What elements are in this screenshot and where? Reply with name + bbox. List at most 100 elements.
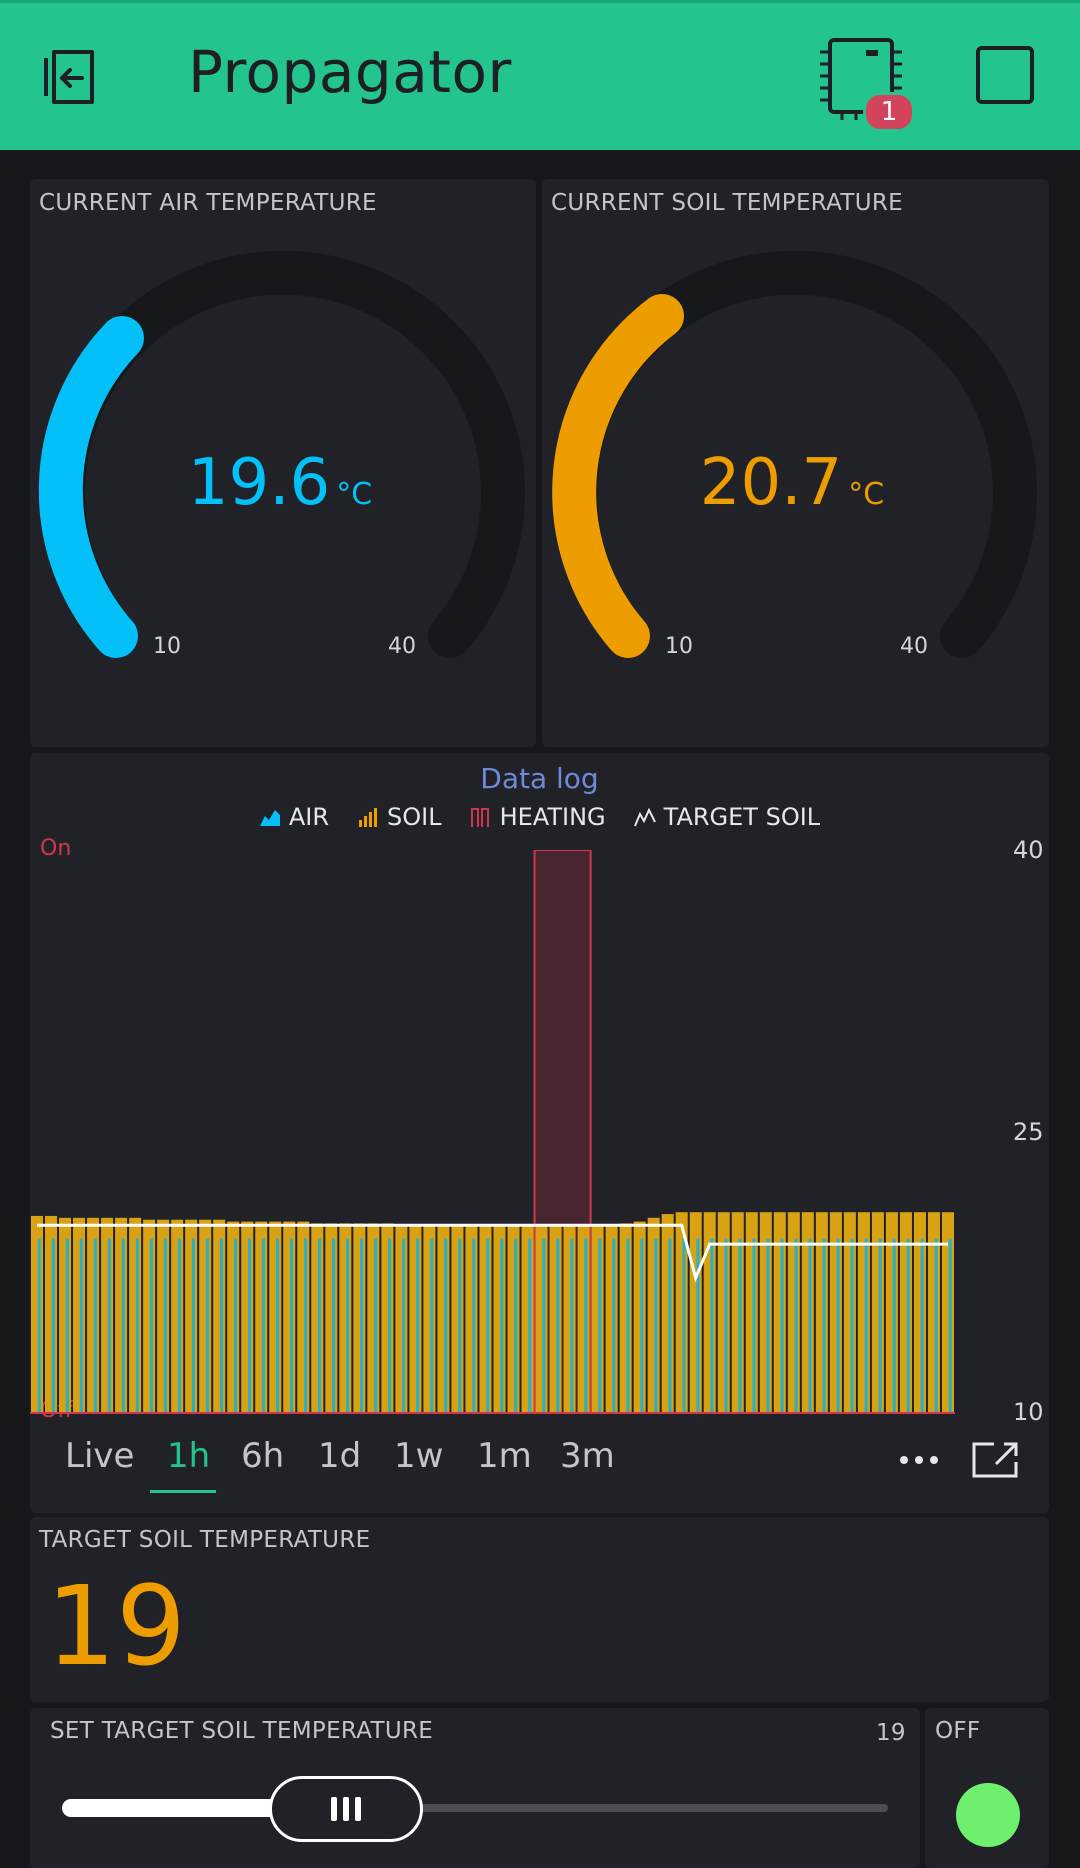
soil-value-number: 20.7 <box>699 446 843 520</box>
soil-bar <box>829 1212 842 1413</box>
soil-bar <box>689 1212 702 1413</box>
air-bar <box>542 1238 546 1413</box>
air-bar <box>738 1238 742 1413</box>
soil-bar <box>591 1225 604 1413</box>
air-bar <box>149 1238 153 1413</box>
soil-bar <box>633 1221 646 1413</box>
soil-bar <box>115 1217 128 1413</box>
air-bar <box>584 1238 588 1413</box>
legend-soil[interactable]: SOIL <box>357 803 442 831</box>
soil-bar <box>353 1223 366 1413</box>
time-range-tabs: Live 1h 6h 1d 1w 1m 3m <box>30 1436 1049 1496</box>
air-bar <box>794 1238 798 1413</box>
air-gauge-min: 10 <box>153 634 181 659</box>
air-gauge-label: CURRENT AIR TEMPERATURE <box>39 190 377 216</box>
soil-bar <box>325 1223 338 1413</box>
legend-heating[interactable]: HEATING <box>470 803 606 831</box>
soil-bar <box>213 1219 226 1413</box>
page-title: Propagator <box>188 38 512 106</box>
soil-bar <box>409 1225 422 1413</box>
air-bar <box>289 1238 294 1413</box>
soil-bar <box>745 1212 758 1413</box>
air-gauge-arc <box>38 316 144 658</box>
air-bar <box>654 1238 658 1413</box>
soil-bar <box>843 1212 856 1413</box>
active-tab-underline <box>150 1490 216 1493</box>
air-bar <box>275 1238 280 1413</box>
tab-1d[interactable]: 1d <box>318 1436 362 1476</box>
air-gauge-max: 40 <box>388 634 416 659</box>
soil-bar <box>283 1221 296 1413</box>
soil-bar <box>717 1212 730 1413</box>
tab-1w[interactable]: 1w <box>394 1436 444 1476</box>
legend-air[interactable]: AIR <box>259 803 329 831</box>
air-bar <box>233 1238 238 1413</box>
air-bar <box>219 1238 223 1413</box>
soil-bar <box>913 1212 926 1413</box>
soil-bar <box>871 1212 884 1413</box>
soil-bar <box>507 1225 520 1413</box>
air-bar <box>458 1238 462 1413</box>
air-bar <box>486 1238 490 1413</box>
air-gauge-dial <box>38 250 525 658</box>
window-square-icon[interactable] <box>976 46 1034 104</box>
soil-bar <box>619 1223 632 1413</box>
air-bar <box>570 1238 574 1413</box>
soil-bar <box>255 1221 268 1413</box>
soil-bar <box>493 1225 506 1413</box>
exit-icon[interactable] <box>40 44 106 110</box>
air-bar <box>247 1238 252 1413</box>
soil-gauge-label: CURRENT SOIL TEMPERATURE <box>551 190 903 216</box>
soil-bar <box>787 1212 800 1413</box>
tab-3m[interactable]: 3m <box>560 1436 615 1476</box>
soil-bar <box>423 1225 436 1413</box>
legend-target-soil[interactable]: TARGET SOIL <box>633 803 820 831</box>
air-bar <box>37 1238 41 1413</box>
air-bar <box>822 1238 826 1413</box>
soil-gauge-arc <box>552 294 684 658</box>
air-bar <box>500 1238 504 1413</box>
soil-bar <box>171 1219 184 1413</box>
soil-bar <box>451 1225 464 1413</box>
soil-gauge-max: 40 <box>900 634 928 659</box>
air-bar <box>65 1238 69 1413</box>
tab-1h[interactable]: 1h <box>167 1436 211 1476</box>
data-log-chart[interactable] <box>30 850 960 1415</box>
soil-bar <box>647 1217 660 1413</box>
air-bar <box>710 1238 714 1413</box>
soil-bar <box>129 1217 142 1413</box>
led-indicator[interactable] <box>956 1783 1020 1847</box>
soil-bar <box>731 1212 744 1413</box>
air-bar <box>346 1238 350 1413</box>
device-chip-icon[interactable] <box>816 32 906 122</box>
air-bar <box>472 1238 476 1413</box>
soil-bar <box>801 1212 814 1413</box>
slider-handle[interactable] <box>269 1776 424 1842</box>
fullscreen-icon[interactable] <box>972 1442 1020 1478</box>
tab-live[interactable]: Live <box>65 1436 135 1476</box>
more-options-icon[interactable] <box>900 1448 944 1472</box>
soil-bar <box>465 1225 478 1413</box>
soil-bar <box>227 1221 240 1413</box>
tab-6h[interactable]: 6h <box>241 1436 285 1476</box>
air-bar <box>51 1238 55 1413</box>
air-bar <box>612 1238 616 1413</box>
tab-1m[interactable]: 1m <box>477 1436 532 1476</box>
soil-bar <box>339 1223 352 1413</box>
soil-bar <box>101 1217 114 1413</box>
soil-bar <box>437 1225 450 1413</box>
soil-bar <box>703 1212 716 1413</box>
target-soil-line <box>37 1223 948 1283</box>
soil-bar <box>395 1225 408 1413</box>
soil-bar <box>857 1212 870 1413</box>
air-bar <box>528 1238 532 1413</box>
air-bar <box>402 1238 406 1413</box>
air-bar <box>640 1238 644 1413</box>
air-bar <box>261 1238 266 1413</box>
soil-bar <box>815 1212 828 1413</box>
slider-track[interactable] <box>62 1804 888 1812</box>
soil-bar <box>927 1212 940 1413</box>
soil-bar <box>241 1221 254 1413</box>
soil-bar <box>605 1225 618 1413</box>
soil-gauge-dial <box>552 250 1037 658</box>
